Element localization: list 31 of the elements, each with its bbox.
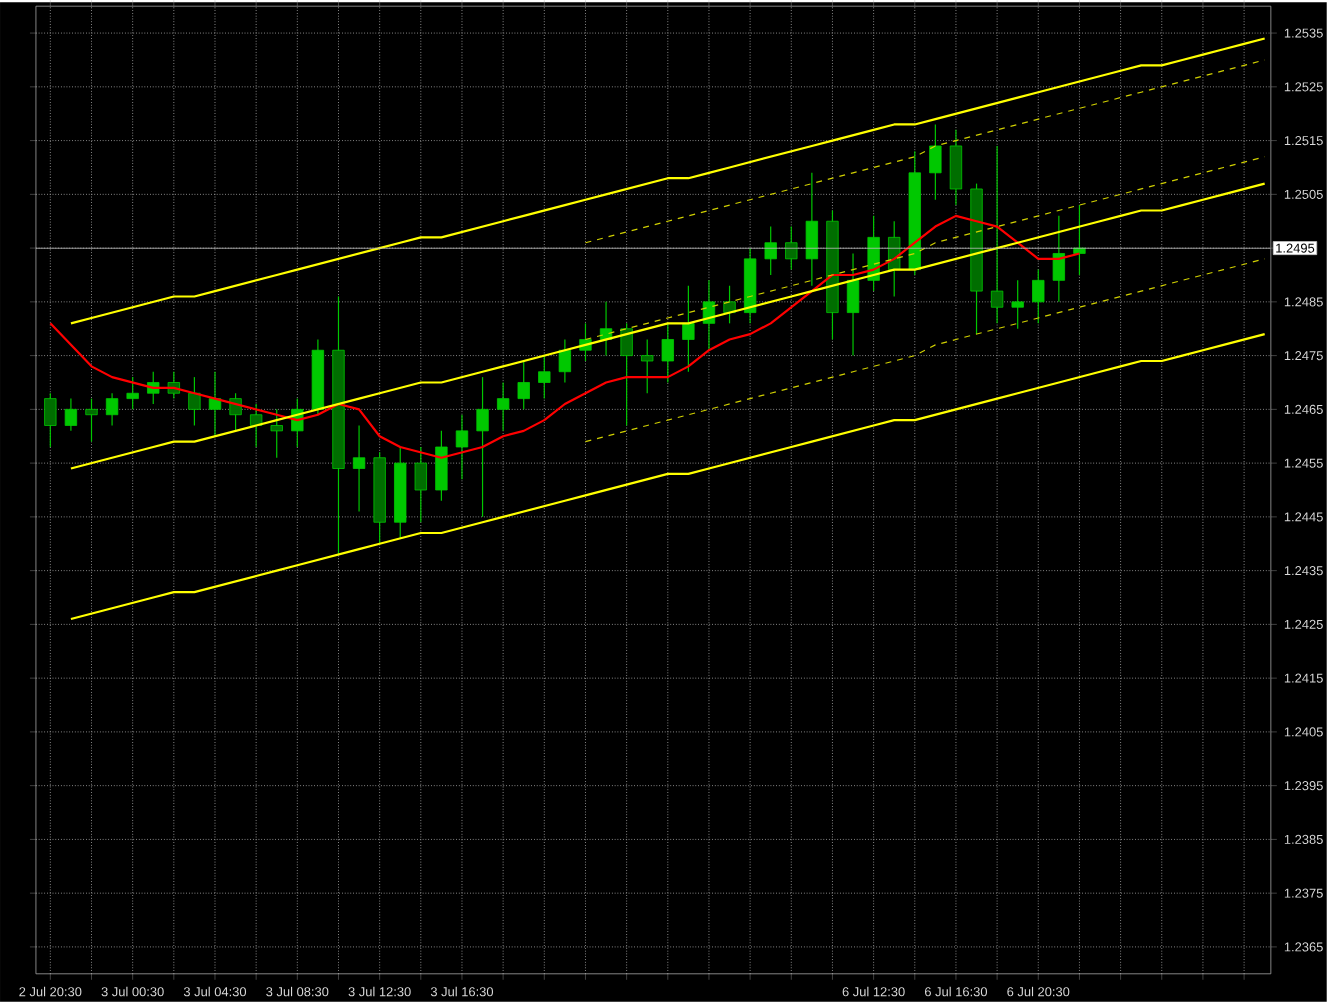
candlestick [1032, 268, 1045, 324]
candlestick [85, 397, 98, 442]
candlestick [64, 397, 78, 432]
candlestick [1052, 214, 1066, 303]
candlestick [126, 376, 139, 410]
candlestick [620, 322, 633, 426]
candlestick [682, 284, 695, 372]
candlestick [188, 376, 201, 426]
candlestick [249, 402, 263, 448]
candlestick [764, 225, 777, 276]
candlestick [455, 413, 469, 480]
candlestick [414, 445, 427, 523]
candlestick [435, 429, 448, 501]
candlestick [805, 171, 819, 286]
candlestick [785, 225, 798, 270]
candlestick [44, 392, 57, 448]
candlestick [496, 381, 510, 432]
candlestick [270, 408, 283, 458]
candlestick [352, 424, 366, 512]
candlestick [105, 392, 119, 426]
candlestick [476, 376, 489, 518]
candlestick [538, 354, 551, 399]
candlestick [558, 338, 572, 383]
candlestick [949, 128, 963, 206]
candlestick [517, 359, 530, 410]
candlestick [641, 338, 654, 394]
candlestick [661, 322, 674, 383]
candlestick [990, 144, 1004, 324]
candlestick [846, 252, 860, 356]
candlestick [1011, 279, 1024, 329]
candlestick [929, 123, 942, 200]
